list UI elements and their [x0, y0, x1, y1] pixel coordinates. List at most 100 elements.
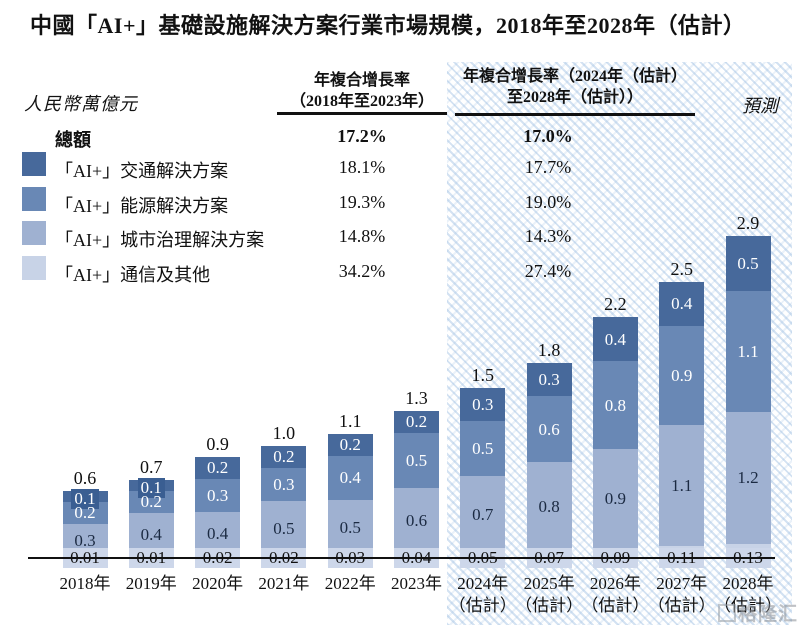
- bar-total-label: 1.3: [405, 387, 428, 408]
- segment-value-label: 0.2: [273, 447, 295, 467]
- x-axis-label-year: 2024年: [457, 574, 509, 593]
- legend-label-transport: 「AI+」交通解決方案: [55, 161, 229, 181]
- bar-total-label: 0.9: [206, 433, 229, 454]
- bar-segment-energy: 0.4: [327, 455, 373, 500]
- segment-value-label: 0.4: [140, 525, 162, 545]
- x-axis-label: 2019年: [109, 573, 193, 595]
- cagr2-transport: 17.7%: [524, 157, 572, 177]
- bar-segment-city: 0.5: [327, 499, 373, 555]
- bar-segment-energy: 0.5: [394, 432, 439, 488]
- bar-segment-energy: 0.2: [62, 501, 108, 524]
- segment-value-label: 0.1: [71, 489, 99, 510]
- x-axis-label: 2028年 （估計）: [706, 573, 790, 617]
- bar-segment-transport: 0.4: [592, 317, 638, 362]
- bar-segment-city: 0.9: [592, 449, 638, 549]
- x-axis-label-estimate: （估計）: [581, 596, 650, 615]
- segment-value-label: 0.3: [538, 370, 560, 390]
- bar-bottom-value-box: 0.11: [659, 548, 705, 568]
- x-axis-label: 2026年 （估計）: [573, 573, 657, 617]
- segment-value-label: 1.1: [671, 475, 693, 495]
- bar-total-label: 1.5: [471, 364, 495, 385]
- bar-segment-transport: 0.2: [327, 433, 373, 456]
- segment-value-label: 0.2: [140, 492, 162, 512]
- segment-value-label: 0.3: [472, 394, 494, 414]
- bar-segment-transport: 0.2: [195, 456, 241, 479]
- cagr1-city: 14.8%: [338, 226, 386, 246]
- segment-value-label: 0.8: [604, 395, 627, 415]
- bar-total-label: 1.0: [272, 422, 296, 443]
- bar-2024年: 0.3 0.5 0.7: [460, 387, 506, 558]
- cagr-header-1-line1: 年複合增長率: [313, 72, 410, 89]
- x-axis-label: 2024年 （估計）: [441, 573, 525, 617]
- segment-value-label: 0.5: [737, 253, 759, 273]
- cagr1-comms: 34.2%: [338, 261, 386, 281]
- x-axis-line: [28, 556, 775, 560]
- bar-segment-energy: 1.1: [725, 290, 771, 412]
- bar-segment-energy: 0.3: [195, 478, 241, 512]
- x-axis-label-year: 2027年: [656, 574, 708, 593]
- segment-value-label: 0.2: [339, 435, 361, 455]
- chart-title: 中國「AI+」基礎設施解決方案行業市場規模，2018年至2028年（估計）: [30, 13, 746, 38]
- bar-2019年: 0.1 0.2 0.4: [128, 478, 174, 558]
- segment-value-label: 1.1: [737, 341, 759, 361]
- x-axis-label-year: 2026年: [589, 574, 641, 593]
- watermark-text: 格隆汇: [737, 604, 798, 625]
- bar-total-label: 2.9: [736, 212, 760, 233]
- segment-value-label: 0.6: [405, 511, 428, 531]
- bar-2023年: 0.2 0.5 0.6: [394, 410, 439, 558]
- cagr-header-2024-2028: 年複合增長率（2024年（估計） 至2028年（估計））: [450, 66, 700, 108]
- segment-value-label: 1.2: [737, 468, 759, 488]
- x-axis-label-year: 2019年: [125, 574, 177, 593]
- x-axis-label: 2020年: [176, 573, 260, 595]
- bar-segment-transport: 0.2: [394, 410, 439, 433]
- segment-value-label: 0.4: [339, 468, 361, 488]
- segment-value-label: 0.1: [137, 478, 165, 499]
- x-axis-label-year: 2023年: [391, 574, 442, 593]
- x-axis-label-year: 2020年: [192, 574, 244, 593]
- cagr1-transport: 18.1%: [338, 157, 386, 177]
- x-axis-label-estimate: （估計）: [714, 596, 782, 615]
- segment-value-label: 0.9: [604, 489, 627, 509]
- segment-value-label: 0.5: [339, 517, 361, 537]
- x-axis-label-year: 2021年: [258, 574, 310, 593]
- x-axis-label-year: 2018年: [59, 574, 111, 593]
- segment-value-label: 0.3: [273, 474, 295, 494]
- x-axis-label: 2018年: [43, 573, 127, 595]
- bar-segment-energy: 0.8: [592, 361, 638, 450]
- cagr-header-2018-2023: 年複合增長率 （2018年至2023年）: [277, 70, 447, 112]
- segment-value-label: 0.3: [74, 530, 96, 550]
- bar-segment-transport: 0.3: [526, 363, 572, 397]
- legend-label-energy: 「AI+」能源解決方案: [55, 196, 229, 216]
- watermark-logo: 格隆汇: [717, 599, 798, 626]
- bar-segment-city: 0.5: [261, 500, 307, 556]
- legend-label-total: 總額: [55, 130, 91, 150]
- x-axis-label: 2023年: [375, 573, 459, 595]
- segment-value-label: 0.5: [472, 438, 494, 458]
- cagr-header-2-line1: 年複合增長率（2024年（估計）: [462, 68, 687, 85]
- cagr1-energy: 19.3%: [338, 192, 386, 212]
- bar-total-label: 1.8: [537, 340, 561, 361]
- segment-value-label: 0.7: [472, 504, 494, 524]
- cagr-header-2-underline: [455, 113, 695, 116]
- bar-segment-energy: 0.9: [659, 325, 705, 425]
- bar-total-label: 2.2: [604, 294, 627, 315]
- bar-2027年: 0.4 0.9 1.1: [659, 281, 705, 558]
- bar-segment-transport: 0.1: [62, 489, 108, 510]
- cagr2-total: 17.0%: [523, 126, 573, 146]
- segment-value-label: 0.3: [206, 485, 229, 505]
- legend-label-city: 「AI+」城市治理解決方案: [55, 230, 265, 250]
- segment-value-label: 0.2: [206, 458, 229, 478]
- segment-value-label: 0.4: [604, 329, 627, 349]
- bar-segment-energy: 0.2: [128, 490, 174, 513]
- segment-value-label: 0.2: [74, 503, 96, 523]
- bar-segment-energy: 0.6: [526, 396, 572, 463]
- x-axis-label: 2025年 （估計）: [507, 573, 591, 617]
- x-axis-label-year: 2028年: [722, 574, 774, 593]
- segment-value-label: 0.6: [538, 419, 560, 439]
- legend-swatch-comms: [22, 256, 46, 280]
- legend-swatch-energy: [22, 187, 46, 211]
- bar-segment-city: 1.1: [659, 424, 705, 546]
- bar-total-label: 0.6: [73, 467, 97, 488]
- bar-total-label: 0.7: [140, 456, 163, 477]
